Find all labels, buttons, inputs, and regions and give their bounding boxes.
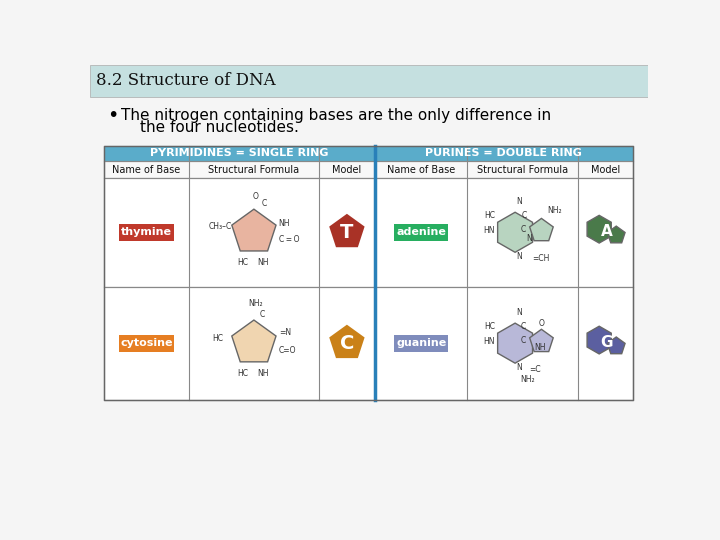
Text: HC: HC [237, 369, 248, 379]
Text: NH: NH [258, 369, 269, 379]
Text: PYRIMIDINES = SINGLE RING: PYRIMIDINES = SINGLE RING [150, 148, 329, 158]
Polygon shape [232, 209, 276, 251]
Polygon shape [530, 218, 553, 241]
Text: C: C [261, 199, 267, 208]
FancyBboxPatch shape [104, 146, 375, 161]
Text: T: T [341, 223, 354, 242]
Text: NH₂: NH₂ [520, 375, 535, 384]
Text: C: C [521, 335, 526, 345]
Text: C: C [522, 211, 527, 220]
Text: Structural Formula: Structural Formula [477, 165, 568, 174]
Polygon shape [608, 337, 625, 354]
Text: C: C [260, 309, 266, 319]
Text: Name of Base: Name of Base [112, 165, 181, 174]
Text: C = O: C = O [279, 235, 300, 245]
Text: HN: HN [483, 337, 495, 346]
Text: =CH: =CH [532, 254, 549, 263]
Text: cytosine: cytosine [120, 338, 173, 348]
Text: N: N [516, 308, 522, 317]
Polygon shape [329, 325, 364, 358]
Text: O: O [539, 319, 544, 328]
Polygon shape [608, 226, 625, 243]
FancyBboxPatch shape [120, 335, 174, 352]
Text: N: N [516, 197, 522, 206]
Text: the four nucleotides.: the four nucleotides. [140, 120, 299, 136]
Polygon shape [232, 320, 276, 362]
Text: HC: HC [484, 211, 495, 220]
Polygon shape [530, 329, 553, 352]
Text: C: C [340, 334, 354, 353]
FancyBboxPatch shape [104, 287, 632, 400]
FancyBboxPatch shape [120, 224, 174, 241]
Text: Structural Formula: Structural Formula [208, 165, 300, 174]
Text: •: • [107, 106, 118, 125]
Text: N: N [516, 363, 522, 372]
Text: adenine: adenine [397, 227, 446, 237]
Text: NH: NH [534, 343, 546, 352]
Text: =C: =C [529, 364, 541, 374]
FancyBboxPatch shape [375, 146, 632, 161]
Text: HC: HC [212, 334, 223, 343]
Polygon shape [587, 326, 611, 354]
Text: O: O [253, 192, 258, 201]
Text: guanine: guanine [396, 338, 446, 348]
Text: =N: =N [279, 328, 291, 337]
Text: HN: HN [483, 226, 495, 235]
Text: CH₃–C: CH₃–C [209, 221, 233, 231]
Text: thymine: thymine [121, 227, 172, 237]
Text: A: A [601, 224, 613, 239]
Polygon shape [587, 215, 611, 243]
Text: NH: NH [258, 259, 269, 267]
Polygon shape [329, 214, 364, 247]
FancyBboxPatch shape [394, 335, 449, 352]
FancyBboxPatch shape [104, 161, 632, 178]
Text: N: N [516, 252, 522, 261]
Text: Name of Base: Name of Base [387, 165, 456, 174]
Text: C: C [521, 322, 526, 330]
Text: Model: Model [590, 165, 620, 174]
FancyBboxPatch shape [104, 178, 632, 287]
Text: Model: Model [333, 165, 361, 174]
Text: NH₂: NH₂ [548, 206, 562, 215]
Text: 8.2 Structure of DNA: 8.2 Structure of DNA [96, 72, 276, 90]
Text: HC: HC [237, 259, 248, 267]
Text: HC: HC [484, 322, 495, 330]
Text: C=O: C=O [279, 346, 296, 355]
Bar [104, 146, 632, 400]
Text: The nitrogen containing bases are the only difference in: The nitrogen containing bases are the on… [121, 108, 551, 123]
Text: PURINES = DOUBLE RING: PURINES = DOUBLE RING [426, 148, 582, 158]
Polygon shape [498, 323, 533, 363]
Text: NH: NH [279, 219, 290, 227]
Polygon shape [498, 212, 533, 252]
Text: C: C [521, 225, 526, 234]
Text: N: N [526, 234, 532, 243]
FancyBboxPatch shape [90, 65, 648, 97]
Text: G: G [600, 335, 613, 350]
FancyBboxPatch shape [394, 224, 449, 241]
Text: NH₂: NH₂ [248, 299, 263, 308]
